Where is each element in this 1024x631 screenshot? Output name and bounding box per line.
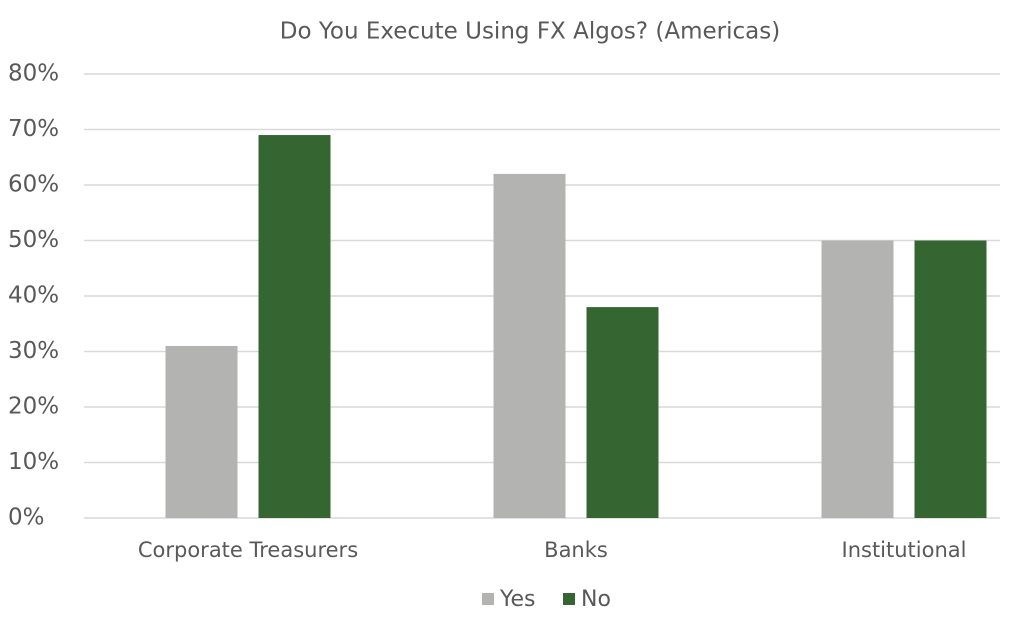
bar	[493, 173, 566, 518]
y-tick-label: 70%	[8, 116, 59, 142]
bar	[258, 135, 331, 519]
x-tick-label: Banks	[544, 538, 608, 562]
y-tick-label: 20%	[8, 394, 59, 420]
bar	[586, 307, 659, 518]
x-tick-label: Corporate Treasurers	[138, 538, 358, 562]
chart-title: Do You Execute Using FX Algos? (Americas…	[280, 19, 780, 45]
y-tick-label: 30%	[8, 338, 59, 364]
legend-label: Yes	[499, 587, 536, 612]
legend-label: No	[581, 587, 611, 612]
bar	[821, 240, 894, 518]
y-tick-label: 50%	[8, 227, 59, 253]
y-tick-label: 60%	[8, 172, 59, 198]
y-tick-label: 80%	[8, 61, 59, 87]
legend-swatch	[563, 593, 575, 605]
y-tick-label: 10%	[8, 449, 59, 475]
bar	[165, 345, 238, 518]
x-tick-label: Institutional	[842, 538, 967, 562]
legend-swatch	[482, 593, 494, 605]
bar	[914, 240, 987, 518]
y-tick-label: 0%	[8, 505, 45, 531]
y-tick-label: 40%	[8, 283, 59, 309]
